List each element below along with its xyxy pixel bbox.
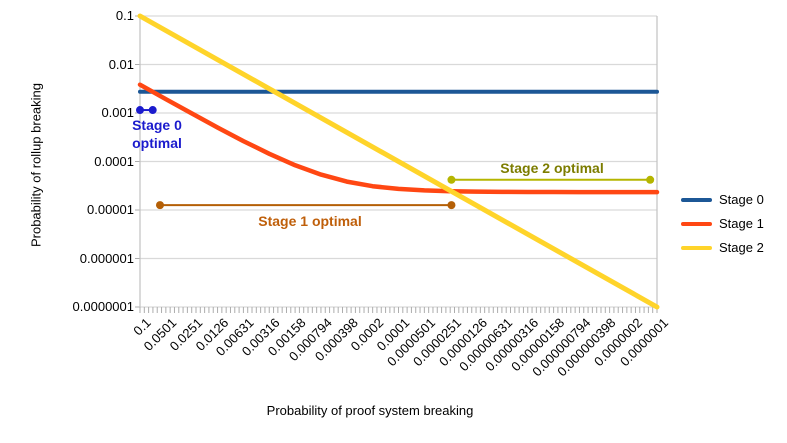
legend-item-stage-2: Stage 2 — [681, 240, 764, 255]
y-tick-label: 0.00001 — [87, 202, 134, 217]
y-tick-label: 0.0001 — [94, 153, 134, 169]
legend-line-swatch — [681, 221, 712, 226]
legend-item-stage-1: Stage 1 — [681, 216, 764, 231]
annotation-endpoint-dot — [148, 106, 157, 115]
legend-label: Stage 0 — [719, 192, 764, 207]
annotation-stage2-optimal-label: Stage 2 optimal — [500, 160, 604, 176]
annotation-endpoint-dot — [447, 201, 456, 210]
annotation-stage1-optimal-label: Stage 1 optimal — [258, 213, 362, 229]
legend-label: Stage 2 — [719, 240, 764, 255]
series-line-stage-1 — [137, 82, 660, 195]
annotation-endpoint-dot — [155, 201, 164, 210]
annotation-endpoint-dot — [136, 106, 144, 115]
y-axis-title: Probability of rollup breaking — [28, 82, 44, 248]
y-tick-label: 0.001 — [101, 105, 134, 120]
annotation-endpoint-dot — [646, 175, 655, 184]
annotation-endpoint-dot — [447, 175, 456, 184]
legend-line-swatch — [681, 245, 712, 250]
y-tick-label: 0.1 — [115, 8, 134, 23]
legend-line-swatch — [681, 197, 712, 202]
series-line-stage-2 — [137, 13, 660, 310]
y-tick-label: 0.000001 — [79, 250, 134, 266]
legend-label: Stage 1 — [719, 216, 764, 231]
x-axis-title: Probability of proof system breaking — [266, 403, 474, 418]
y-tick-label: 0.01 — [108, 56, 134, 72]
annotation-stage0-optimal-label: Stage 0 optimal — [132, 117, 182, 151]
y-tick-label: 0.0000001 — [72, 299, 134, 314]
legend-item-stage-0: Stage 0 — [681, 192, 764, 207]
chart-legend: Stage 0 Stage 1 Stage 2 — [681, 192, 764, 264]
